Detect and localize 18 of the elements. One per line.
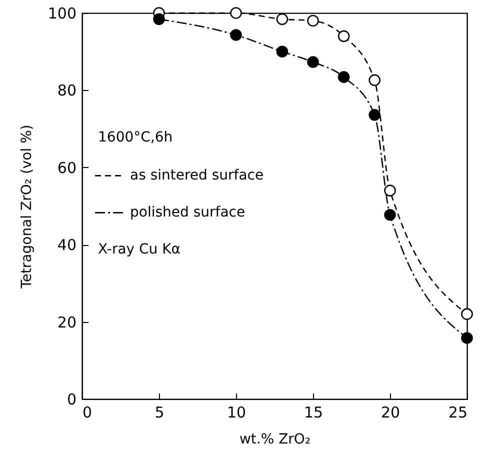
y-tick-label: 0: [66, 390, 76, 408]
y-tick-label: 20: [57, 313, 76, 332]
y-tick-label: 60: [57, 158, 76, 177]
x-tick-label: 25: [448, 404, 468, 422]
y-tick-label: 40: [57, 236, 76, 254]
legend-label: polished surface: [130, 204, 246, 221]
y-axis-title: Tetragonal ZrO₂ (vol %): [18, 124, 35, 290]
x-tick-label: 0: [82, 404, 92, 422]
legend-label: as sintered surface: [130, 168, 264, 184]
annotation: X-ray Cu Kα: [98, 242, 181, 258]
x-axis-title: wt.% ZrO₂: [239, 432, 311, 448]
x-tick-label: 20: [380, 404, 400, 422]
x-tick-label: 15: [304, 404, 324, 422]
x-tick-label: 10: [226, 404, 246, 422]
y-tick-label: 80: [57, 82, 76, 100]
y-tick-label: 100: [48, 4, 76, 22]
x-tick-label: 5: [154, 404, 164, 422]
annotation: 1600°C,6h: [98, 130, 173, 146]
